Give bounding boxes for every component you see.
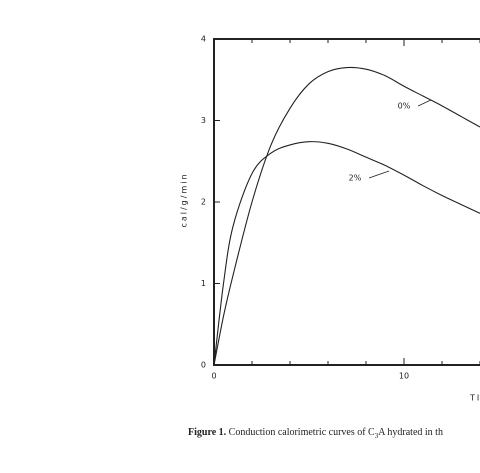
line bbox=[213, 66, 480, 366]
caption-text: Conduction calorimetric curves of C bbox=[229, 427, 375, 438]
y-tick-label: 2 bbox=[201, 198, 206, 207]
caption-text: A hydrated in th bbox=[378, 427, 443, 438]
annotation-arrow bbox=[417, 99, 432, 107]
x-tick-label: 10 bbox=[399, 372, 409, 381]
annotation-arrow bbox=[368, 170, 390, 179]
y-axis-label: cal/g/min bbox=[180, 172, 189, 227]
plot-frame bbox=[213, 38, 480, 366]
caption-label: Figure 1. bbox=[188, 427, 227, 438]
caption-subscript: 3 bbox=[375, 432, 379, 440]
caption: Figure 1. Conduction calorimetric curves… bbox=[188, 427, 443, 439]
x-tick-label: 0 bbox=[211, 372, 216, 381]
x-axis-label: TI bbox=[469, 394, 480, 403]
y-tick-label: 4 bbox=[201, 35, 206, 44]
y-tick-label: 3 bbox=[201, 116, 206, 125]
y-tick-label: 1 bbox=[201, 279, 206, 288]
line bbox=[213, 141, 480, 366]
curve-label: 2% bbox=[349, 174, 362, 183]
y-tick-label: 0 bbox=[201, 361, 206, 370]
curve-label: 0% bbox=[398, 102, 411, 111]
